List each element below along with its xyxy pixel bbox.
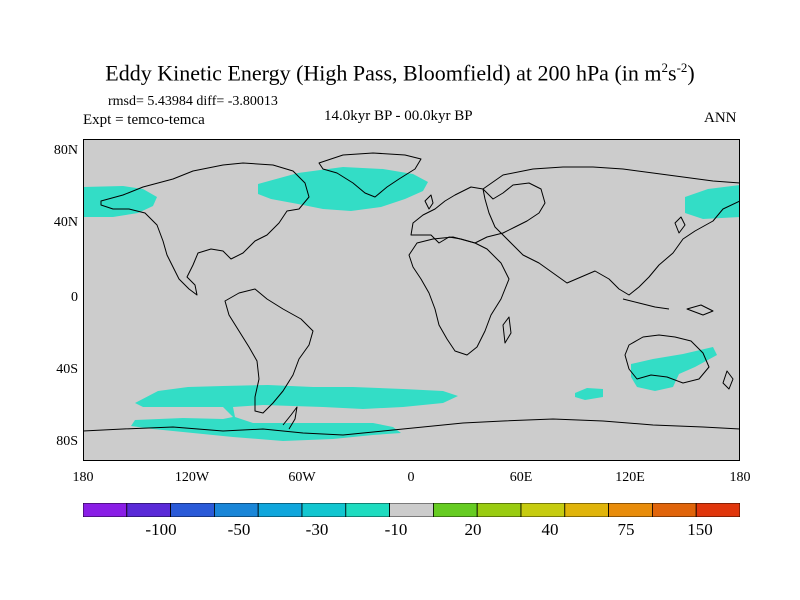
coast-greenland — [318, 152, 422, 198]
colorbar-label: -100 — [145, 520, 177, 539]
coast-japan — [674, 216, 686, 234]
anomaly-australia — [631, 347, 717, 391]
colorbar-label: 40 — [541, 520, 559, 539]
colorbar-swatch — [520, 503, 566, 517]
lat-label-40n: 40N — [53, 215, 78, 230]
world-map — [83, 139, 740, 461]
period-label: 14.0kyr BP - 00.0kyr BP — [324, 108, 473, 124]
lat-label-80n: 80N — [53, 143, 78, 158]
lon-label-60e: 60E — [509, 470, 533, 485]
chart-title: Eddy Kinetic Energy (High Pass, Bloomfie… — [105, 60, 695, 86]
anomaly-southern-pacific — [131, 385, 458, 441]
colorbar-swatch — [695, 503, 740, 517]
anomaly-north-pacific-west — [685, 185, 740, 219]
colorbar-swatch — [476, 503, 522, 517]
colorbar-swatch — [345, 503, 390, 517]
colorbar-swatch — [213, 503, 259, 517]
colorbar-label: -10 — [384, 520, 408, 539]
stats-text: rmsd= 5.43984 diff= -3.80013 — [108, 94, 278, 109]
coast-new-guinea — [686, 304, 714, 316]
lat-label-80s: 80S — [56, 434, 78, 449]
lat-label-40s: 40S — [56, 362, 78, 377]
lon-label-120e: 120E — [615, 470, 645, 485]
coast-australia — [624, 334, 710, 384]
coast-asia — [482, 166, 740, 296]
colorbar-label: 150 — [687, 520, 713, 539]
coast-indonesia — [622, 298, 670, 310]
coast-uk — [424, 194, 434, 210]
colorbar-swatch — [432, 503, 478, 517]
colorbar-label: 75 — [617, 520, 635, 539]
lon-label-60w: 60W — [288, 470, 316, 485]
colorbar-label: 20 — [464, 520, 482, 539]
coastlines — [83, 152, 740, 436]
lon-label-0: 0 — [407, 470, 415, 485]
coast-south-america — [224, 288, 314, 414]
anomaly-south-indian — [575, 388, 603, 400]
season-label: ANN — [704, 110, 737, 126]
colorbar-swatch — [83, 503, 128, 517]
coast-africa — [408, 236, 510, 356]
coast-antarctica — [83, 418, 740, 436]
coast-antarctic-peninsula — [282, 406, 298, 430]
anomaly-north-pacific-east — [83, 186, 157, 217]
colorbar-swatch — [652, 503, 697, 517]
coast-north-america — [100, 162, 310, 296]
colorbar — [83, 503, 740, 517]
colorbar-label: -50 — [227, 520, 251, 539]
lat-label-0: 0 — [71, 290, 78, 305]
experiment-label: Expt = temco-temca — [83, 112, 205, 128]
lon-label-180w: 180 — [72, 470, 94, 485]
colorbar-swatch — [170, 503, 215, 517]
colorbar-swatch — [301, 503, 347, 517]
map-frame — [83, 139, 740, 461]
colorbar-swatch — [126, 503, 171, 517]
coast-new-zealand — [722, 370, 734, 390]
colorbar-swatch — [389, 503, 434, 517]
coast-madagascar — [502, 316, 512, 344]
colorbar-swatch — [564, 503, 609, 517]
colorbar-swatch — [608, 503, 653, 517]
lon-label-120w: 120W — [174, 470, 210, 485]
lon-label-180e: 180 — [729, 470, 751, 485]
colorbar-swatch — [257, 503, 303, 517]
colorbar-label: -30 — [305, 520, 329, 539]
